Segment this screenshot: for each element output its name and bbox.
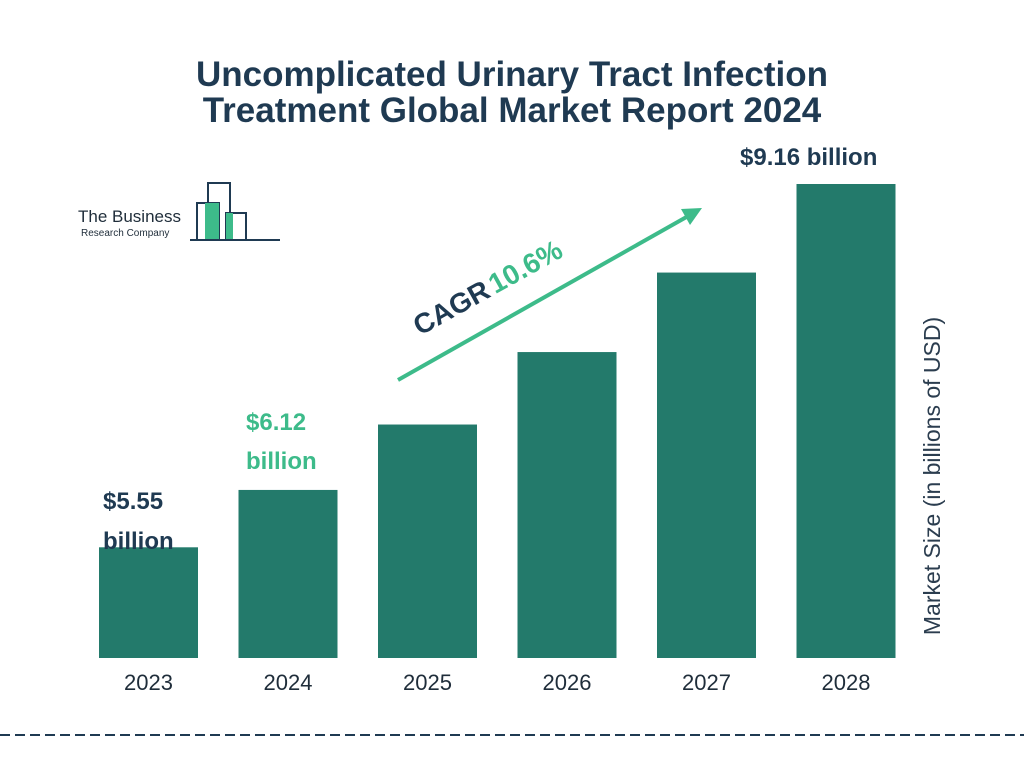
value-label-2023-line-1: $5.55 — [103, 488, 163, 515]
bar-2025 — [378, 424, 477, 658]
cagr-arrow — [397, 208, 702, 382]
company-logo: The Business Research Company — [78, 182, 280, 241]
logo-line-2: Research Company — [81, 228, 169, 239]
bar-2023 — [99, 547, 198, 658]
y-axis-label: Market Size (in billions of USD) — [919, 317, 945, 635]
bar-2026 — [517, 352, 617, 658]
value-label-2028: $9.16 billion — [740, 144, 877, 171]
bar-2027 — [657, 272, 756, 658]
bar-group — [99, 184, 896, 658]
x-tick-2028: 2028 — [822, 670, 871, 695]
value-label-2023-line-2: billion — [103, 528, 174, 555]
cagr-label: CAGR 10.6% — [408, 234, 568, 341]
value-label-2024-line-2: billion — [246, 448, 317, 475]
x-tick-2023: 2023 — [124, 670, 173, 695]
bar-2028 — [796, 184, 896, 658]
x-tick-2027: 2027 — [682, 670, 731, 695]
logo-line-1: The Business — [78, 207, 181, 226]
bar-2024 — [238, 489, 338, 658]
chart-title-line-2: Treatment Global Market Report 2024 — [203, 91, 822, 130]
logo-building-icon — [190, 182, 280, 241]
x-tick-group: 2023 2024 2025 2026 2027 2028 — [124, 670, 870, 695]
x-tick-2024: 2024 — [264, 670, 313, 695]
x-tick-2025: 2025 — [403, 670, 452, 695]
chart-title-line-1: Uncomplicated Urinary Tract Infection — [196, 55, 828, 94]
x-tick-2026: 2026 — [543, 670, 592, 695]
value-label-2024-line-1: $6.12 — [246, 409, 306, 436]
